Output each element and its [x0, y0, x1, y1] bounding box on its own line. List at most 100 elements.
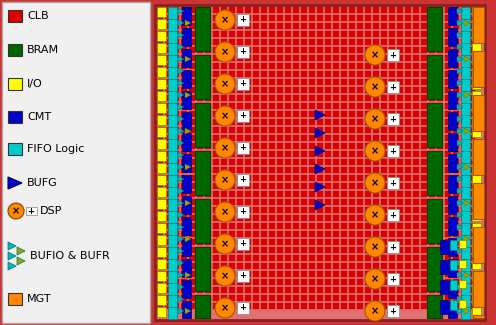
Bar — [245, 239, 251, 245]
Polygon shape — [178, 140, 184, 146]
Bar — [472, 31, 481, 41]
Bar — [253, 143, 259, 149]
Bar — [429, 47, 435, 53]
Bar — [157, 79, 166, 89]
Bar — [421, 255, 427, 261]
Bar — [397, 175, 403, 181]
Bar — [472, 115, 481, 125]
Bar — [453, 87, 459, 93]
Bar — [472, 247, 481, 257]
Bar — [349, 111, 355, 117]
Bar — [461, 63, 467, 69]
Bar — [293, 71, 299, 77]
Bar — [317, 39, 323, 45]
Bar — [405, 295, 411, 301]
Bar — [157, 271, 166, 281]
Bar — [205, 31, 211, 37]
Polygon shape — [185, 164, 191, 170]
Bar — [445, 159, 451, 165]
Bar — [448, 7, 457, 25]
Polygon shape — [178, 32, 184, 38]
Bar — [205, 231, 211, 237]
Bar — [459, 280, 466, 288]
Bar — [448, 133, 457, 151]
Polygon shape — [178, 296, 184, 302]
Bar — [213, 223, 219, 229]
Bar — [469, 55, 475, 61]
Bar — [373, 79, 379, 85]
Polygon shape — [185, 272, 191, 278]
Bar — [269, 159, 275, 165]
Bar — [157, 119, 163, 125]
Bar — [189, 31, 195, 37]
Bar — [205, 239, 211, 245]
Bar — [237, 110, 249, 122]
Bar — [285, 175, 291, 181]
Bar — [453, 231, 459, 237]
Circle shape — [215, 202, 235, 222]
Bar — [229, 223, 235, 229]
Bar — [157, 239, 163, 245]
Bar — [253, 111, 259, 117]
Bar — [309, 39, 315, 45]
Bar — [285, 167, 291, 173]
Bar — [165, 167, 171, 173]
Bar — [309, 167, 315, 173]
Text: +: + — [389, 211, 396, 219]
Bar — [277, 247, 283, 253]
Bar — [405, 231, 411, 237]
Bar — [461, 7, 467, 13]
Bar — [173, 31, 179, 37]
Bar — [173, 39, 179, 45]
Bar — [189, 295, 195, 301]
Bar — [459, 260, 466, 268]
Bar — [357, 239, 363, 245]
Bar — [157, 231, 163, 237]
Bar — [269, 279, 275, 285]
Bar — [349, 79, 355, 85]
Bar — [221, 167, 227, 173]
Bar — [181, 55, 187, 61]
Bar — [445, 55, 451, 61]
Bar — [421, 87, 427, 93]
Bar — [285, 263, 291, 269]
Bar — [237, 199, 243, 205]
Bar — [253, 223, 259, 229]
Bar — [189, 119, 195, 125]
Bar — [469, 175, 475, 181]
Bar — [405, 79, 411, 85]
Bar — [453, 167, 459, 173]
Bar — [445, 111, 451, 117]
Bar — [173, 287, 179, 293]
Bar — [8, 293, 22, 305]
Bar — [325, 143, 331, 149]
Bar — [197, 239, 203, 245]
Bar — [157, 167, 163, 173]
Bar — [317, 7, 323, 13]
Bar — [365, 135, 371, 141]
Bar — [157, 143, 163, 149]
Bar — [165, 71, 171, 77]
Bar — [397, 215, 403, 221]
Bar — [197, 215, 203, 221]
Bar — [197, 143, 203, 149]
Bar — [157, 175, 166, 185]
Bar — [285, 231, 291, 237]
Bar — [157, 263, 163, 269]
Bar — [357, 127, 363, 133]
Bar — [269, 287, 275, 293]
Bar — [205, 135, 211, 141]
Bar — [261, 255, 267, 261]
Bar — [205, 167, 211, 173]
Text: +: + — [240, 271, 247, 280]
Polygon shape — [17, 247, 25, 255]
Circle shape — [215, 138, 235, 158]
Bar — [293, 7, 299, 13]
Bar — [245, 135, 251, 141]
Bar — [341, 63, 347, 69]
Bar — [325, 23, 331, 29]
Bar — [237, 111, 243, 117]
Bar — [285, 223, 291, 229]
Bar — [205, 87, 211, 93]
Bar — [341, 135, 347, 141]
